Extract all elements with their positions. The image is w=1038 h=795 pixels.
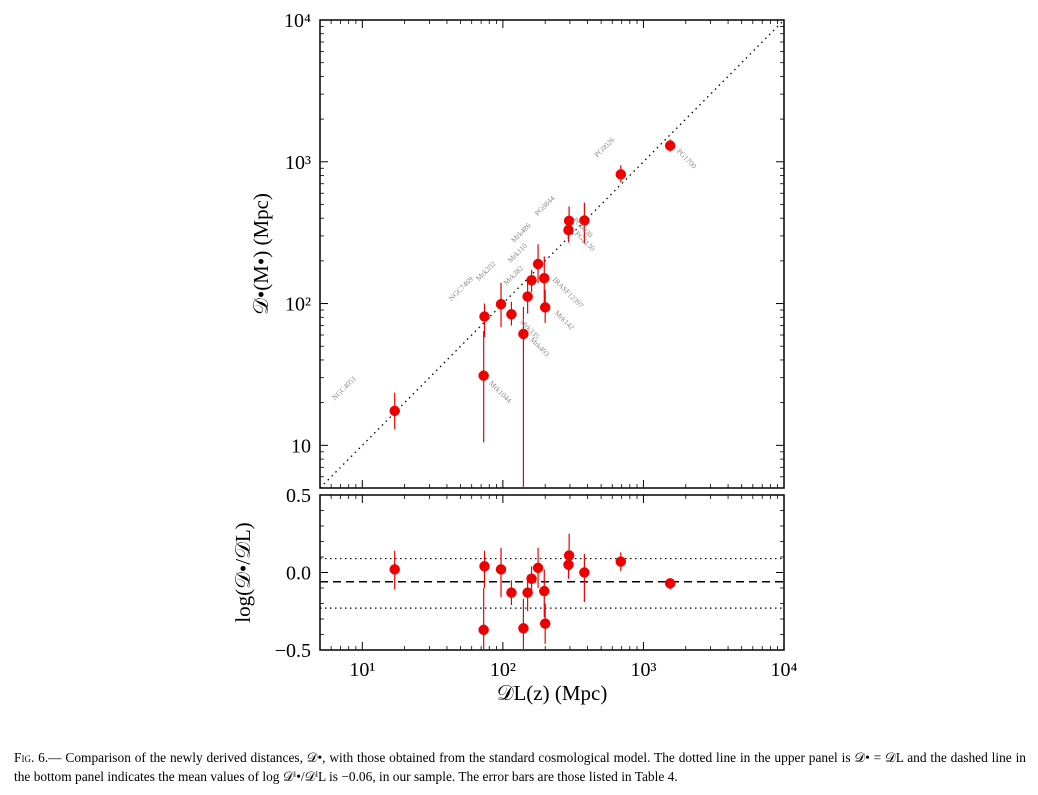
data-point — [526, 274, 537, 286]
upper-y-tick-label: 10 — [291, 435, 311, 457]
residual-point — [539, 618, 551, 629]
point-label: NGC7469 — [447, 274, 475, 302]
lower-y-tick-label: −0.5 — [275, 640, 311, 662]
point-label: Mrk493 — [528, 335, 552, 359]
point-label: Mrk142 — [553, 308, 577, 332]
caption-label: Fig. 6.— — [14, 750, 62, 765]
upper-y-axis-title: 𝒟•(M•) (Mpc) — [249, 193, 273, 315]
data-point — [518, 328, 529, 340]
lower-y-tick-label: 0.5 — [286, 485, 311, 507]
residual-point — [526, 573, 537, 584]
lower-plot-frame — [319, 494, 785, 651]
data-point — [579, 215, 590, 226]
upper-plot-frame — [319, 19, 785, 489]
upper-y-tick-label: 10² — [285, 294, 311, 316]
x-tick-label: 10⁴ — [771, 659, 798, 681]
residual-point — [579, 567, 590, 578]
data-point — [539, 272, 550, 284]
x-tick-label: 10¹ — [349, 659, 375, 681]
lower-y-axis-title: log(𝒟•/𝒟L) — [231, 522, 255, 622]
upper-y-tick-label: 10⁴ — [284, 10, 311, 32]
point-label: PG1700 — [675, 147, 699, 171]
upper-panel: 10 10² 10³ 10⁴ 𝒟•(M•) (Mpc) NGC4051 Mrk1044 NGC… — [249, 10, 785, 489]
point-label: PG0844 — [533, 194, 557, 218]
data-point — [495, 298, 507, 310]
residual-point — [563, 550, 575, 561]
x-tick-label: 10³ — [630, 659, 656, 681]
data-point — [522, 291, 533, 302]
point-label: Mrk202 — [474, 259, 498, 283]
residual-point — [664, 578, 676, 589]
point-label: Mrk1044 — [487, 379, 513, 405]
data-point — [478, 370, 489, 381]
upper-y-tick-label: 10³ — [285, 152, 311, 174]
residual-point — [532, 562, 544, 574]
data-point — [563, 215, 575, 227]
point-label: IRASF12397 — [551, 275, 586, 310]
residual-point — [522, 587, 533, 598]
residual-point — [539, 585, 550, 597]
residual-point — [389, 564, 400, 575]
one-to-one-reference-line — [320, 20, 784, 488]
x-axis-title: 𝒟L(z) (Mpc) — [497, 681, 608, 705]
data-point — [532, 258, 544, 270]
residual-point — [506, 587, 517, 598]
residual-point — [615, 556, 627, 567]
data-point — [389, 405, 400, 417]
data-point — [615, 169, 627, 180]
data-point — [664, 140, 676, 151]
residual-point — [495, 564, 507, 575]
lower-panel: −0.5 0.0 0.5 10¹ 10² 10³ 10⁴ log(𝒟•/𝒟L) 𝒟L(z) (M… — [231, 485, 798, 705]
data-point — [563, 224, 574, 236]
residual-point — [479, 561, 490, 572]
x-tick-label: 10² — [490, 659, 516, 681]
residual-point — [563, 559, 574, 570]
lower-y-tick-label: 0.0 — [286, 563, 311, 585]
figure: 10 10² 10³ 10⁴ 𝒟•(M•) (Mpc) NGC4051 Mrk1044 NGC… — [231, 10, 798, 705]
data-point — [506, 309, 517, 320]
residual-point — [478, 624, 489, 636]
point-label: NGC4051 — [330, 374, 358, 402]
point-label: Mrk486 — [509, 221, 533, 245]
caption-text: Comparison of the newly derived distance… — [14, 750, 1026, 784]
figure-caption: Fig. 6.— Comparison of the newly derived… — [14, 748, 1026, 786]
residual-point — [518, 623, 529, 634]
point-label: Mrk110 — [506, 241, 529, 264]
data-point — [539, 302, 551, 313]
data-point — [479, 311, 490, 322]
point-label: PG0026 — [592, 135, 616, 159]
point-label: Mrk382 — [502, 263, 526, 287]
